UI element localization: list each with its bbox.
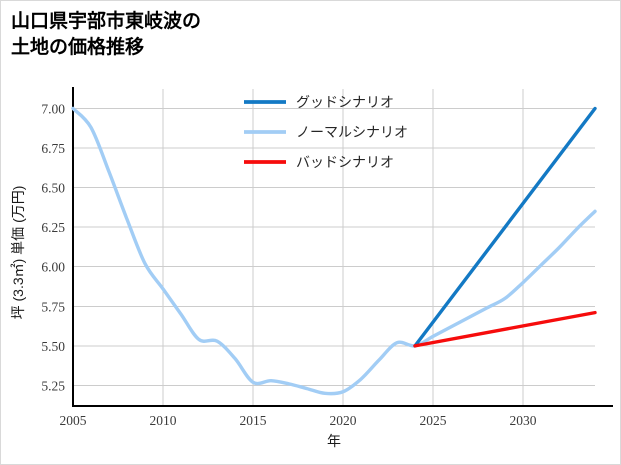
series-line-バッドシナリオ (413, 310, 597, 348)
x-tick-label: 2020 (330, 413, 357, 428)
x-tick-label: 2015 (240, 413, 267, 428)
y-tick-label: 5.50 (41, 339, 65, 354)
x-tick-labels: 2005 2010 2015 2020 2025 2030 (60, 413, 537, 428)
y-tick-label: 7.00 (41, 101, 65, 116)
y-tick-label: 6.75 (41, 141, 65, 156)
x-tick-label: 2025 (420, 413, 447, 428)
series-group (71, 106, 597, 396)
x-axis-title: 年 (327, 433, 341, 449)
x-tick-label: 2005 (60, 413, 87, 428)
y-axis-title: 坪 (3.3㎡) 単価 (万円) (10, 186, 26, 320)
axis-titles: 年 坪 (3.3㎡) 単価 (万円) (10, 186, 341, 449)
y-tick-label: 6.25 (41, 220, 65, 235)
series-line-グッドシナリオ (413, 106, 597, 348)
y-tick-label: 6.00 (41, 260, 65, 275)
gridlines-group (73, 89, 595, 406)
y-tick-label: 5.25 (41, 378, 65, 393)
axes-group (71, 87, 613, 408)
y-tick-labels: 5.25 5.50 5.75 6.00 6.25 6.50 6.75 7.00 (41, 101, 65, 393)
page-title: 山口県宇部市東岐波の 土地の価格推移 (11, 11, 202, 59)
legend-label-0: グッドシナリオ (296, 94, 394, 110)
y-tick-label: 6.50 (41, 181, 65, 196)
legend-label-2: バッドシナリオ (296, 154, 394, 170)
series-line-ノーマルシナリオ (71, 106, 597, 396)
x-tick-label: 2010 (150, 413, 177, 428)
x-tick-label: 2030 (510, 413, 537, 428)
legend-label-1: ノーマルシナリオ (296, 124, 408, 140)
y-tick-label: 5.75 (41, 299, 65, 314)
